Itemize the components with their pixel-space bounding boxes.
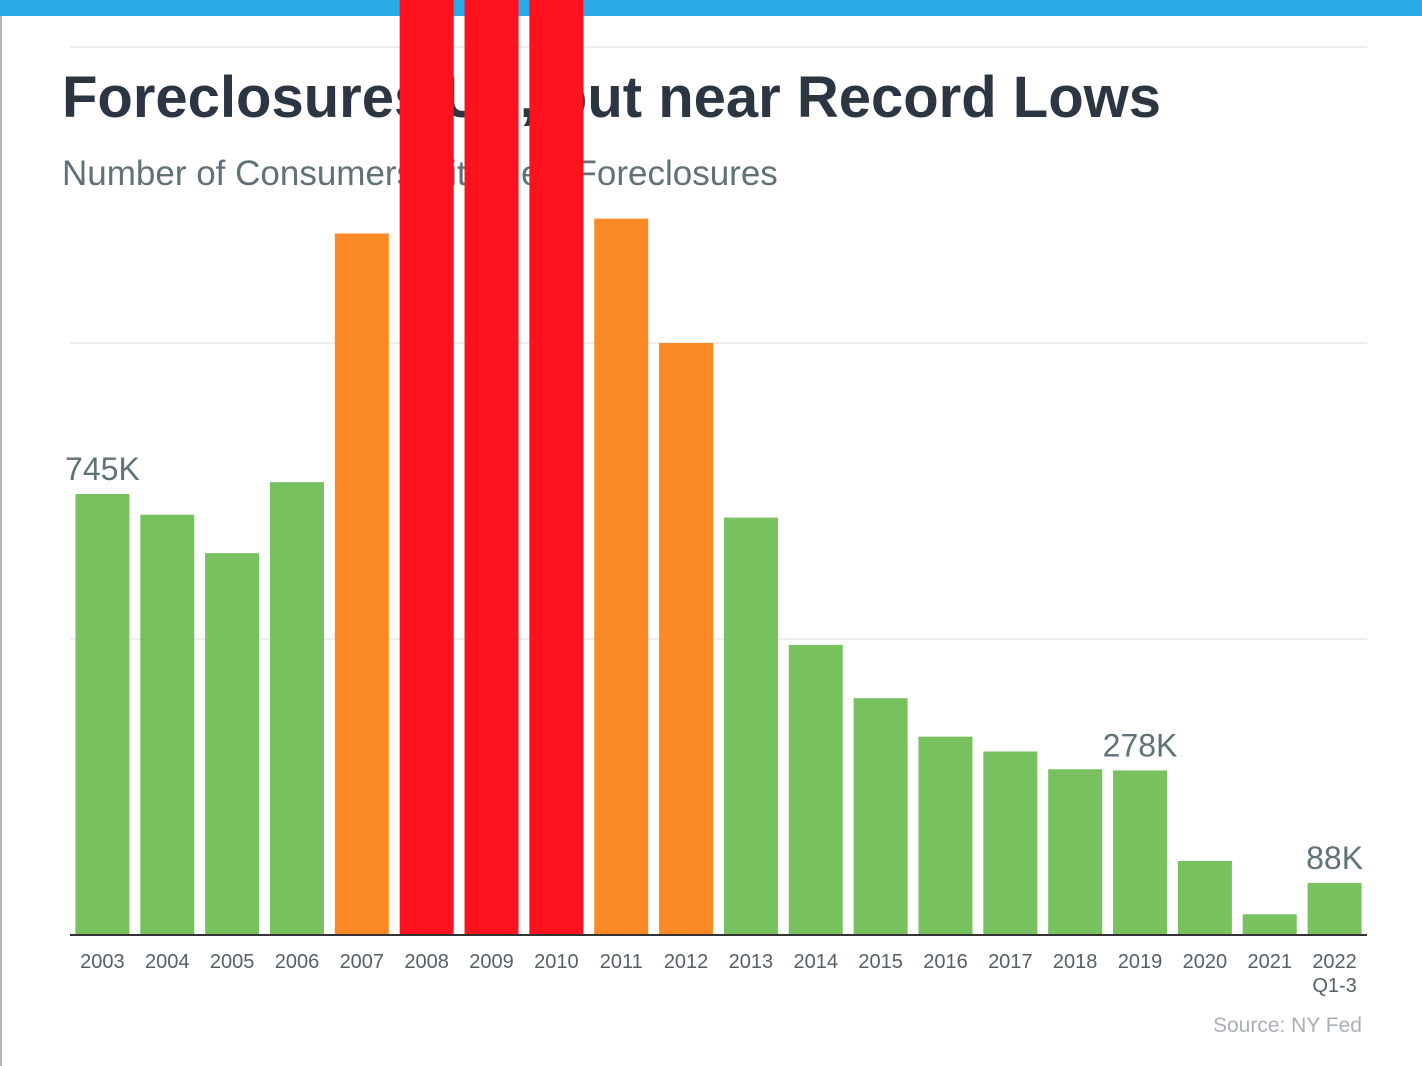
bar-2015 — [853, 698, 908, 935]
x-tick-label: 2003 — [80, 951, 125, 973]
data-label-2022: 88K — [1306, 840, 1363, 876]
x-tick-label: 2011 — [600, 951, 643, 973]
bar-2017 — [983, 751, 1038, 935]
bar-2013 — [723, 517, 778, 935]
bar-2021 — [1242, 914, 1297, 935]
bar-2011 — [594, 218, 649, 935]
x-tick-label: 2004 — [145, 951, 190, 973]
x-tick-label: 2006 — [275, 951, 320, 973]
data-label-2003: 745K — [65, 451, 140, 487]
x-tick-label: 2014 — [794, 951, 839, 973]
data-labels: 745K2M278K88K — [65, 451, 1363, 876]
x-tick-labels: 2003 2004 2005 2006 2007 2008 2009 2010 2011 2012… — [80, 951, 1357, 997]
bar-2010 — [529, 0, 584, 935]
data-label-2019: 278K — [1103, 727, 1178, 763]
bar-2005 — [205, 553, 260, 935]
bar-2018 — [1048, 769, 1103, 935]
bar-2014 — [788, 644, 843, 935]
bar-2012 — [659, 343, 714, 935]
bar-2007 — [334, 233, 389, 936]
bar-2009 — [464, 0, 519, 935]
bar-2020 — [1177, 861, 1232, 935]
bar-2004 — [140, 514, 195, 935]
bars — [75, 0, 1362, 936]
x-tick-label: 2005 — [210, 951, 255, 973]
bar-2022 — [1307, 882, 1362, 935]
x-tick-label: 2017 — [988, 951, 1033, 973]
x-tick-label: 2010 — [534, 951, 579, 973]
x-tick-label: 2021 — [1247, 951, 1292, 973]
x-tick-label: 2022 — [1312, 951, 1357, 973]
x-tick-label: 2008 — [404, 951, 449, 973]
bar-2003 — [75, 493, 130, 935]
x-tick-label: 2020 — [1183, 951, 1228, 973]
source-note: Source: NY Fed — [1212, 1014, 1362, 1037]
gridlines — [70, 46, 1367, 640]
x-tick-label: 2013 — [729, 951, 774, 973]
bar-2016 — [918, 736, 973, 935]
left-border — [0, 16, 2, 1066]
x-tick-label: 2016 — [923, 951, 968, 973]
top-accent-bar — [0, 0, 1422, 16]
chart-title: Foreclosures Up, but near Record Lows — [62, 65, 1161, 130]
x-tick-label: 2018 — [1053, 951, 1098, 973]
bar-2008 — [399, 0, 454, 935]
x-tick-label: 2009 — [469, 951, 514, 973]
x-tick-sublabel: Q1-3 — [1312, 975, 1356, 997]
bar-2019 — [1113, 770, 1168, 935]
x-tick-label: 2007 — [340, 951, 385, 973]
x-tick-label: 2012 — [664, 951, 709, 973]
x-tick-label: 2015 — [858, 951, 903, 973]
x-tick-label: 2019 — [1118, 951, 1163, 973]
bar-2006 — [269, 482, 324, 935]
